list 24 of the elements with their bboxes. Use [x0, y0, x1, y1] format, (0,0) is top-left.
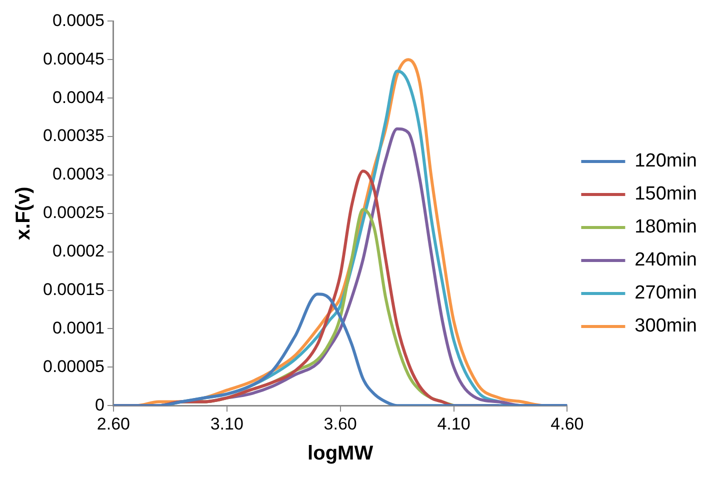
- x-tick-label: 4.60: [550, 414, 584, 434]
- x-tick-label: 2.60: [96, 414, 130, 434]
- y-tick-label: 0: [94, 395, 104, 414]
- legend-label: 150min: [634, 184, 698, 205]
- legend-label: 270min: [634, 282, 698, 304]
- x-tick-label: 3.60: [324, 414, 357, 434]
- y-tick-label: 0.00015: [43, 280, 104, 299]
- y-axis-title: x.F(v): [12, 186, 35, 240]
- y-tick-label: 0.0001: [52, 318, 104, 338]
- y-tick-label: 0.00045: [43, 49, 104, 68]
- x-tick-label: 3.10: [210, 414, 244, 434]
- legend-label: 120min: [634, 150, 698, 172]
- y-tick-label: 0.00005: [43, 356, 104, 376]
- x-tick-label: 4.10: [437, 414, 470, 434]
- legend-label: 300min: [634, 316, 698, 337]
- y-tick-label: 0.0003: [52, 164, 104, 184]
- y-tick-label: 0.0004: [52, 88, 104, 107]
- x-axis-title: logMW: [308, 442, 374, 465]
- y-tick-label: 0.0002: [52, 242, 104, 261]
- y-tick-label: 0.00025: [43, 203, 104, 222]
- y-tick-label: 0.00035: [43, 126, 104, 146]
- legend-label: 180min: [634, 216, 698, 238]
- y-tick-label: 0.0005: [52, 10, 104, 30]
- legend-label: 240min: [634, 250, 698, 271]
